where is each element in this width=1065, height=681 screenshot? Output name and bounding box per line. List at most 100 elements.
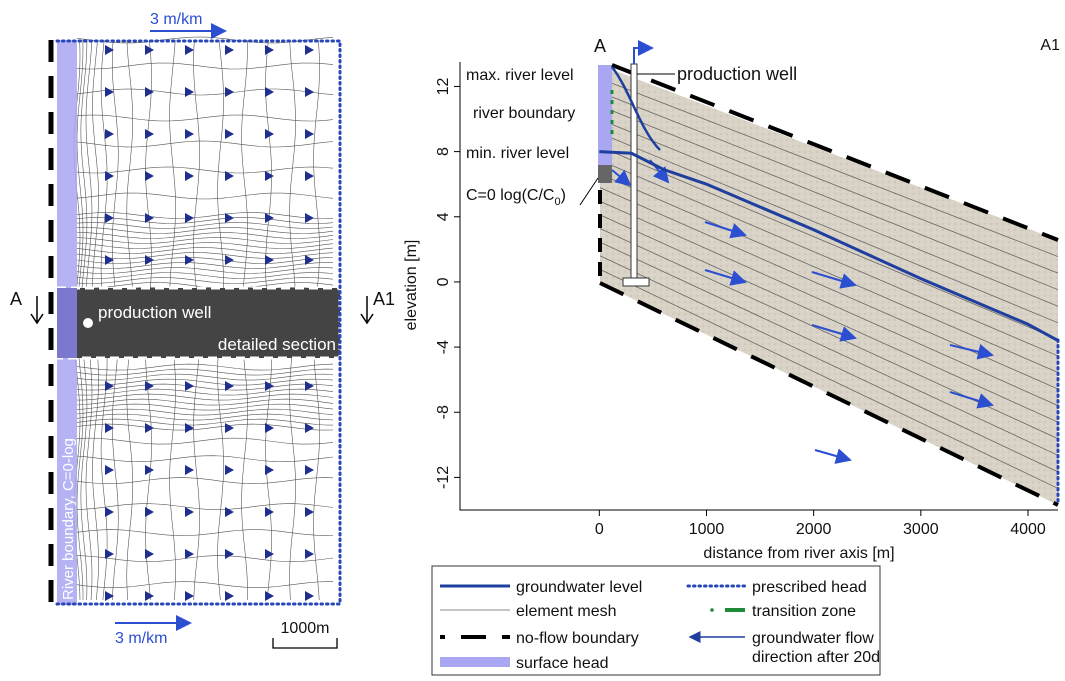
conc-text: ) xyxy=(561,187,566,204)
flow-marker xyxy=(145,591,154,601)
flow-marker xyxy=(225,213,234,223)
flow-arrow xyxy=(704,221,747,239)
plan-view: production well detailed section River b… xyxy=(10,11,395,649)
flow-marker xyxy=(185,423,194,433)
mesh-line xyxy=(599,200,1059,406)
y-tick-label: -8 xyxy=(435,405,452,419)
mesh-line xyxy=(76,363,334,371)
mesh-line xyxy=(599,241,1059,456)
y-tick-label: 4 xyxy=(435,212,452,221)
flow-marker xyxy=(225,171,234,181)
flow-marker xyxy=(185,507,194,517)
element-mesh xyxy=(599,78,1059,489)
mesh-line xyxy=(76,393,334,401)
flow-marker xyxy=(105,423,114,433)
flow-marker xyxy=(225,45,234,55)
groundwater-level xyxy=(599,150,1059,342)
scale-label: 1000m xyxy=(281,620,330,637)
mesh-line xyxy=(599,91,1059,274)
mesh-line xyxy=(76,555,334,562)
mesh-line xyxy=(76,114,334,122)
flow-marker xyxy=(305,87,314,97)
flow-arrow xyxy=(949,391,994,409)
flow-marker xyxy=(305,591,314,601)
legend-label: surface head xyxy=(516,655,609,672)
flow-marker xyxy=(185,255,194,265)
flow-marker xyxy=(145,129,154,139)
mesh-line xyxy=(76,262,334,269)
flow-marker xyxy=(265,87,274,97)
detailed-section xyxy=(57,288,340,358)
flow-marker xyxy=(185,465,194,475)
flow-marker xyxy=(305,45,314,55)
conc-label: C=0 log(C/C0) xyxy=(466,187,566,208)
flow-marker xyxy=(105,171,114,181)
detailed-section-border xyxy=(55,286,342,360)
flow-marker xyxy=(305,171,314,181)
section-arrow xyxy=(30,296,44,325)
flow-marker xyxy=(105,129,114,139)
flow-marker xyxy=(265,171,274,181)
flow-marker xyxy=(145,213,154,223)
mesh-line xyxy=(76,140,334,148)
flow-marker xyxy=(185,45,194,55)
section-label: A xyxy=(594,36,606,56)
flow-marker xyxy=(145,45,154,55)
section-label: A xyxy=(10,289,22,309)
flow-marker xyxy=(225,549,234,559)
flow-marker xyxy=(185,129,194,139)
flow-label: 3 m/km xyxy=(115,630,167,647)
mesh-line xyxy=(76,272,334,279)
flow-marker xyxy=(305,213,314,223)
flow-marker xyxy=(105,465,114,475)
mesh-line xyxy=(76,217,334,224)
x-tick-label: 1000 xyxy=(689,521,725,538)
mesh-line xyxy=(599,132,1059,324)
flow-marker xyxy=(265,129,274,139)
flow-marker xyxy=(105,591,114,601)
mesh-line xyxy=(76,503,334,510)
legend-label: groundwater flow xyxy=(752,630,874,647)
well-screen xyxy=(622,277,650,287)
mesh-line xyxy=(76,166,334,174)
mesh-line xyxy=(599,173,1059,373)
well-marker xyxy=(83,318,93,328)
well-label: production well xyxy=(98,303,211,322)
mesh-line xyxy=(76,88,334,96)
mesh-line xyxy=(76,247,334,254)
legend-label: element mesh xyxy=(516,603,617,620)
flow-marker xyxy=(145,549,154,559)
flow-marker xyxy=(265,423,274,433)
legend-swatch xyxy=(710,608,714,612)
flow-marker xyxy=(105,45,114,55)
mesh-line xyxy=(76,437,334,445)
flow-marker xyxy=(145,465,154,475)
no-flow-boundary xyxy=(599,281,1059,507)
mesh-line xyxy=(76,388,334,396)
y-tick-label: -4 xyxy=(435,340,452,354)
mesh-line xyxy=(76,62,334,70)
legend: groundwater level element mesh no-flow b… xyxy=(431,565,881,676)
y-tick-label: 12 xyxy=(435,77,452,95)
mesh-line xyxy=(76,257,334,264)
mesh-line xyxy=(76,267,334,274)
conc-sub: 0 xyxy=(554,196,560,208)
x-axis-label: distance from river axis [m] xyxy=(703,545,894,562)
pump-arrow xyxy=(633,40,654,64)
flow-marker xyxy=(305,423,314,433)
flow-marker xyxy=(265,45,274,55)
flow-marker xyxy=(305,549,314,559)
flow-marker xyxy=(105,255,114,265)
x-tick-label: 2000 xyxy=(796,521,832,538)
flow-marker xyxy=(185,171,194,181)
mesh-line xyxy=(599,78,1059,257)
flow-marker xyxy=(105,549,114,559)
x-tick-label: 3000 xyxy=(903,521,939,538)
flow-marker xyxy=(225,129,234,139)
mesh-line xyxy=(76,237,334,244)
mesh-line xyxy=(76,242,334,249)
mesh-line xyxy=(76,455,334,463)
y-axis-label: elevation [m] xyxy=(403,240,420,331)
mesh-line xyxy=(76,581,333,588)
